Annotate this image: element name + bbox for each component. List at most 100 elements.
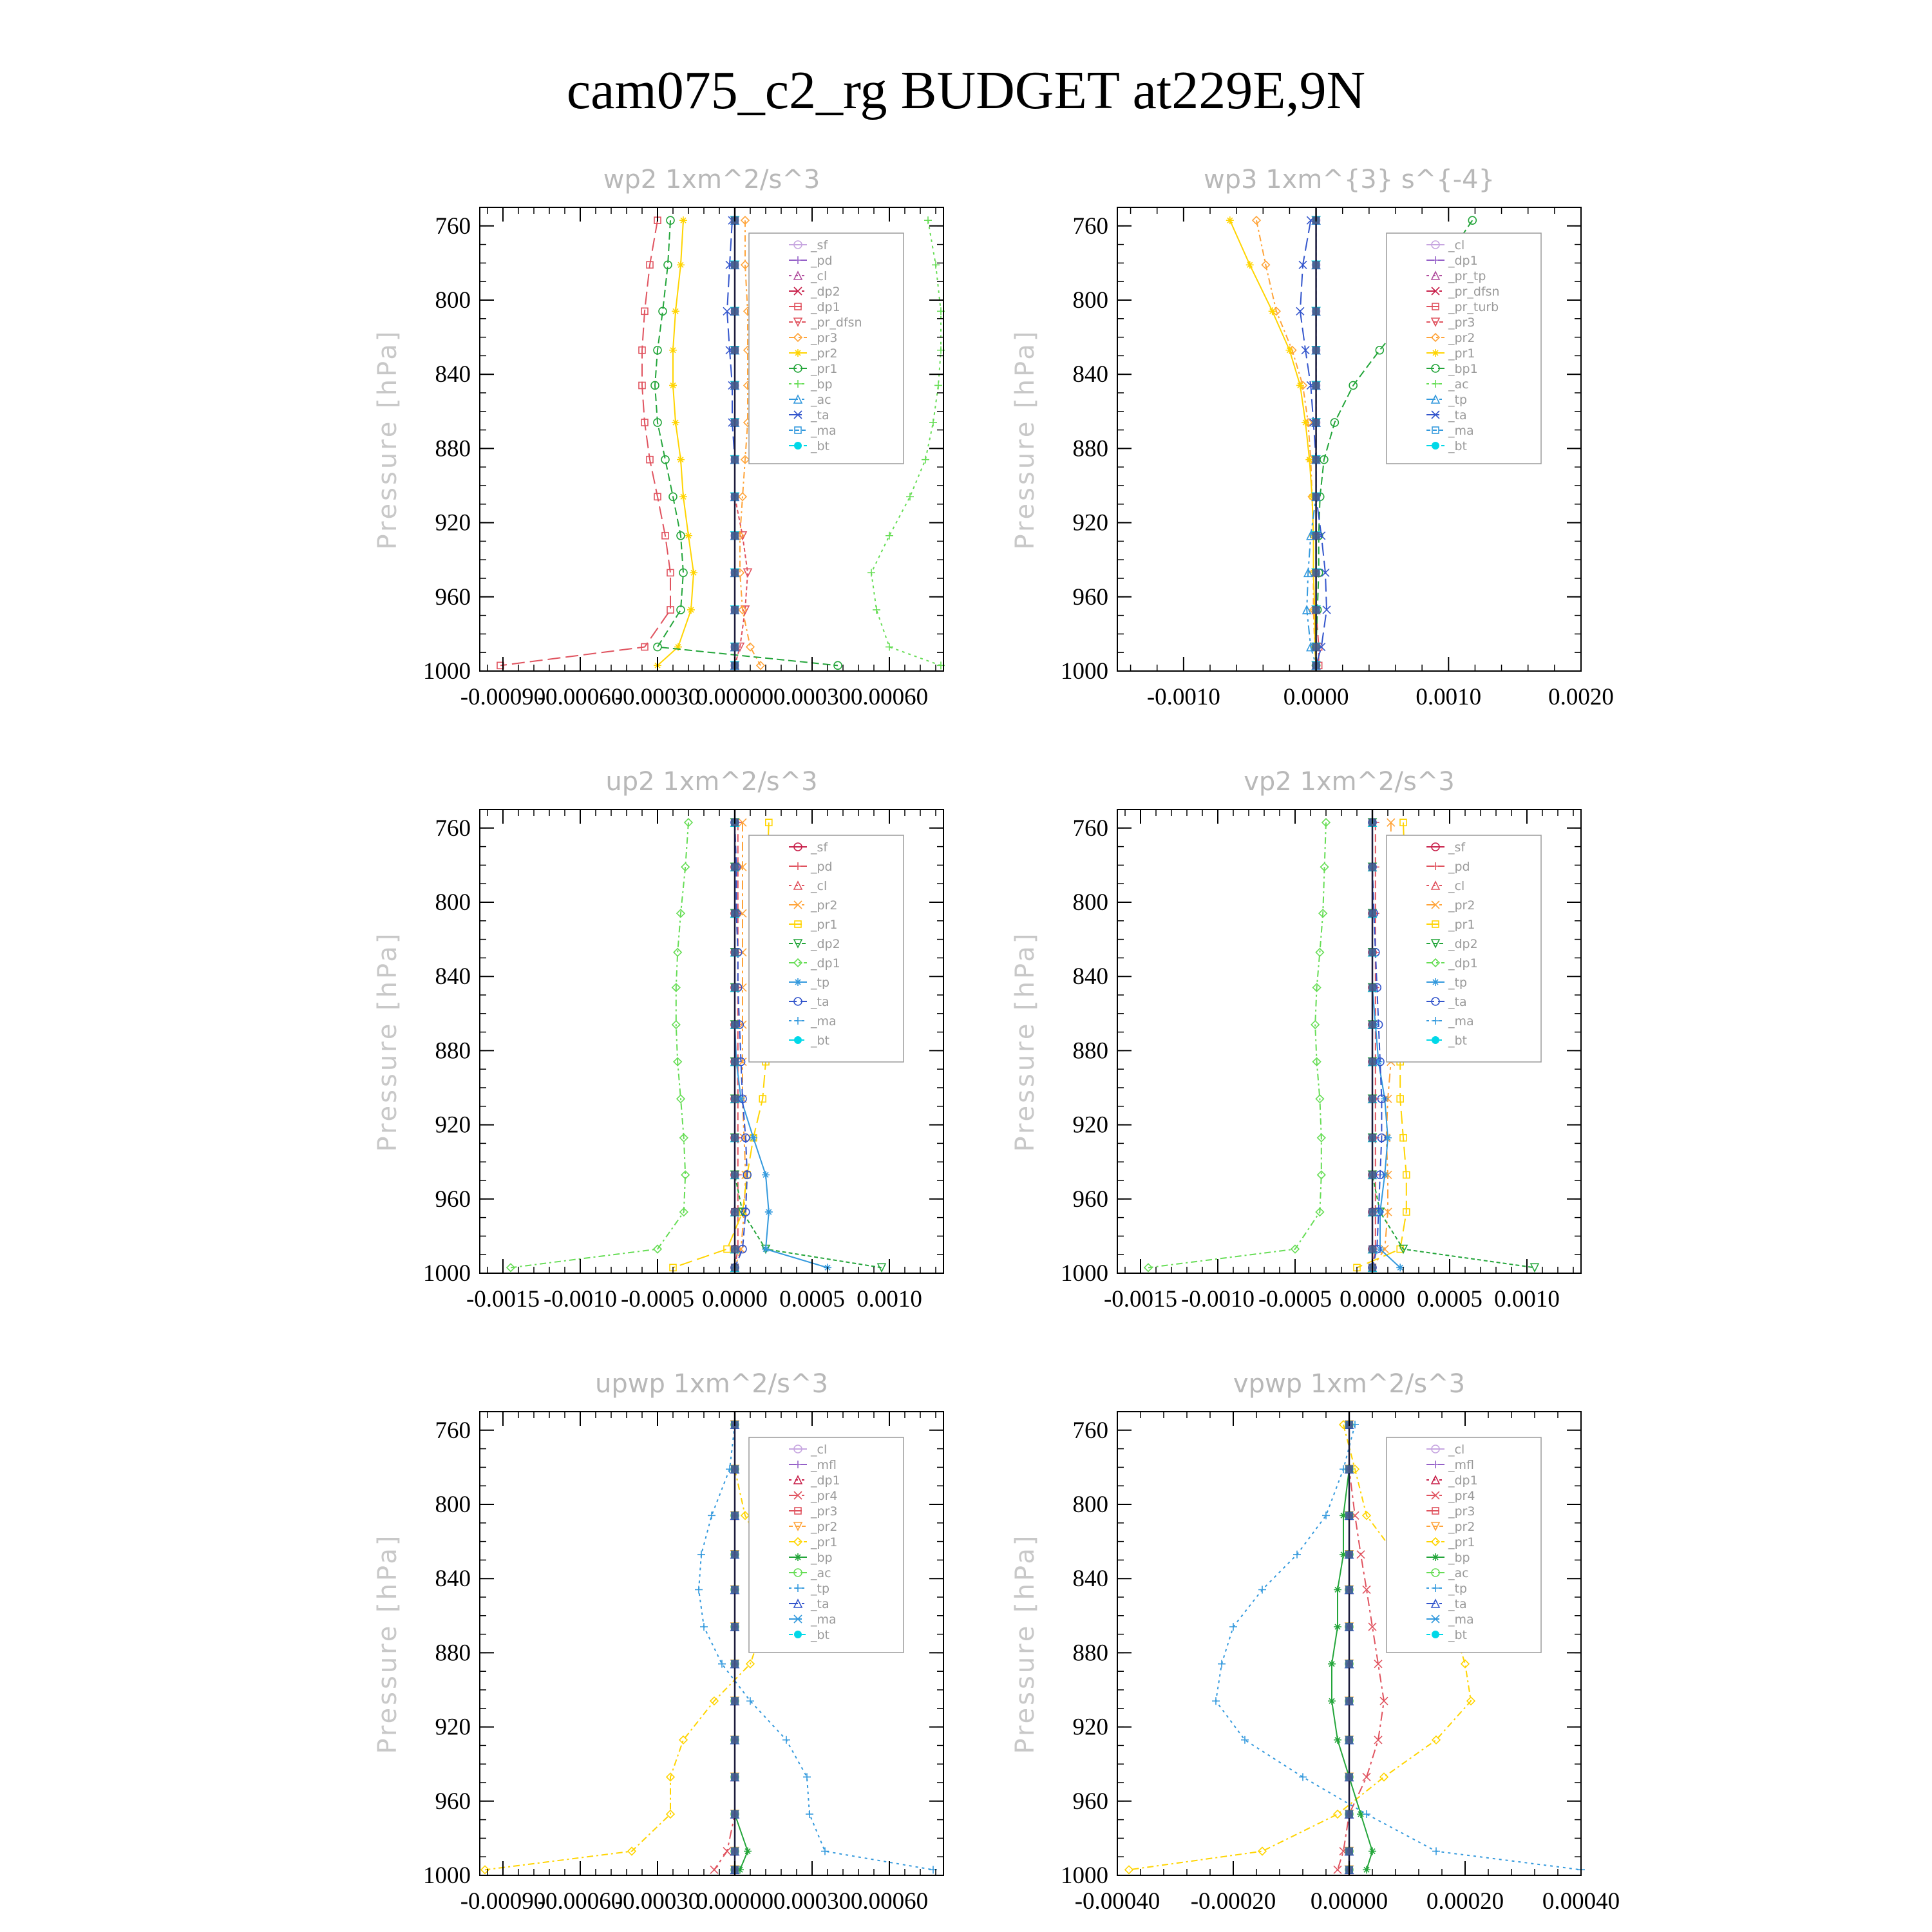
data-point [745, 1659, 755, 1669]
x-tick-label: 0.00000 [696, 1888, 773, 1915]
panels: wp2 1xm^2/s^3 Pressure [hPa] 760 800 840 880 9… [373, 165, 1620, 1915]
bt-point [731, 346, 739, 354]
data-point [708, 1511, 715, 1520]
legend-label: _ma [1448, 424, 1474, 438]
legend: _cl _dp1_pr_tp _pr_dfsn_pr_turb _pr3_pr2_pr… [1386, 232, 1542, 464]
data-point [1212, 1697, 1220, 1705]
data-point [1311, 1019, 1320, 1030]
bt-point [731, 1095, 739, 1103]
data-point [738, 1057, 747, 1066]
y-tick-label: 880 [1073, 1037, 1109, 1064]
data-point [679, 1207, 688, 1217]
data-point [1377, 1094, 1387, 1104]
legend-marker [793, 394, 803, 404]
bt-point [731, 307, 739, 316]
data-point [653, 642, 662, 652]
legend-label: _pd [1448, 860, 1470, 874]
series-line-pr1 [1229, 220, 1317, 666]
bt-point [1345, 1586, 1353, 1594]
data-point [740, 216, 750, 225]
legend-label: _bp [1448, 1551, 1470, 1565]
data-point [1321, 818, 1331, 828]
data-point [737, 1208, 748, 1217]
data-point [1218, 1660, 1226, 1668]
legend-label: _pr_tp [1448, 269, 1486, 283]
legend-label: _sf [1448, 840, 1466, 855]
data-point [1334, 1736, 1341, 1744]
legend-label: _pd [810, 254, 833, 268]
y-tick-label: 920 [435, 510, 471, 536]
x-tick-label: -0.0010 [1181, 1286, 1255, 1312]
data-point [1316, 1170, 1326, 1180]
bt-point [731, 531, 739, 540]
legend-label: _pr3 [810, 1504, 837, 1519]
bt-point [1368, 1021, 1376, 1029]
panel-title: upwp 1xm^2/s^3 [595, 1369, 828, 1399]
data-point [667, 606, 674, 614]
data-point [1334, 1623, 1341, 1631]
data-point [1376, 1245, 1384, 1253]
series-line-pr2 [657, 220, 695, 667]
legend-label: _bp [810, 1551, 833, 1565]
panel-1: wp3 1xm^{3} s^{-4} Pressure [hPa] 760 800 84… [1010, 165, 1614, 710]
legend-label: _pr2 [1448, 1520, 1475, 1534]
legend-marker [794, 920, 802, 928]
legend-label: _mfl [1448, 1458, 1474, 1472]
data-point [1303, 567, 1313, 578]
legend-marker [1432, 256, 1439, 264]
y-tick-label: 960 [1073, 1788, 1109, 1815]
data-point [1403, 1171, 1410, 1179]
bt-point [1345, 1465, 1353, 1473]
data-point [765, 819, 773, 826]
x-tick-label: 0.0010 [1416, 684, 1481, 710]
data-point [678, 1735, 688, 1745]
data-point [1268, 307, 1276, 316]
legend-marker [1430, 394, 1441, 404]
data-point [738, 862, 747, 871]
data-point [1356, 1550, 1365, 1559]
data-point [886, 531, 893, 540]
x-tick-label: -0.00090 [460, 684, 546, 710]
legend-marker [793, 270, 803, 280]
x-tick-label: -0.00030 [615, 1888, 701, 1915]
legend: _sf _pd _cl _pr2 _pr1 _dp2 _dp1 _tp _ta _ma _bt [1386, 835, 1542, 1063]
data-point [1320, 862, 1329, 872]
legend-marker [794, 442, 802, 450]
legend-label: _sf [810, 840, 828, 855]
legend-label: _ac [810, 1566, 831, 1580]
y-tick-label: 920 [435, 1714, 471, 1741]
data-point [646, 261, 654, 269]
panel-2: up2 1xm^2/s^3 Pressure [hPa] 760 800 840 880 9… [373, 767, 944, 1312]
data-point [677, 261, 685, 269]
legend-label: _cl [810, 879, 827, 893]
data-point [1377, 1133, 1387, 1142]
legend-label: _pr2 [810, 898, 837, 913]
data-point [1143, 1263, 1153, 1273]
y-tick-label: 800 [1073, 1492, 1109, 1518]
legend-marker [1430, 939, 1441, 949]
panel-3: vp2 1xm^2/s^3 Pressure [hPa] 760 800 840 880 9… [1010, 767, 1582, 1312]
data-point [638, 346, 646, 354]
x-tick-label: 0.00040 [1542, 1888, 1620, 1915]
y-tick-label: 960 [1073, 1186, 1109, 1213]
legend-marker [1432, 303, 1439, 310]
data-point [737, 605, 748, 615]
data-point [745, 642, 755, 652]
data-point [741, 1133, 750, 1142]
data-point [710, 1865, 719, 1874]
bt-point [1368, 948, 1376, 956]
legend-marker [1431, 410, 1440, 419]
data-point [1466, 1696, 1476, 1706]
x-tick-label: 0.00000 [696, 684, 773, 710]
y-tick-label: 840 [1073, 1566, 1109, 1592]
x-tick-label: -0.0010 [544, 1286, 617, 1312]
legend-label: _ma [810, 1613, 837, 1627]
legend-marker [793, 1444, 802, 1454]
legend-label: _ma [1448, 1014, 1474, 1028]
data-point [666, 216, 675, 225]
data-point [1322, 605, 1331, 614]
legend-label: _tp [1448, 393, 1467, 407]
legend-marker [1432, 1631, 1439, 1638]
bt-point [1345, 1773, 1353, 1781]
x-tick-label: -0.00060 [538, 1888, 623, 1915]
